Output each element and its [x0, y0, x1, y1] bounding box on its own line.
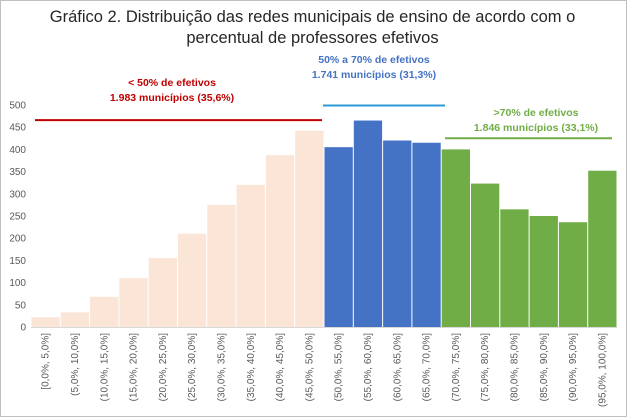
x-tick-label: (55,0%, 60,0%]: [363, 333, 374, 402]
bar: [588, 170, 617, 327]
chart-title: Gráfico 2. Distribuição das redes munici…: [0, 7, 625, 49]
x-tick-label: (30,0%, 35,0%]: [216, 333, 227, 402]
bar: [471, 183, 500, 327]
x-tick-label: (80,0%, 85,0%]: [509, 333, 520, 402]
x-tick-label: (60,0%, 65,0%]: [392, 333, 403, 402]
y-tick-label: 0: [20, 323, 26, 334]
x-tick-label: (20,0%, 25,0%]: [158, 333, 169, 402]
bar: [353, 120, 383, 327]
bar: [90, 296, 119, 327]
group-count-label: 1.846 municípios (33,1%): [474, 122, 598, 134]
y-tick-label: 400: [9, 145, 26, 156]
x-tick-label: (95,0%, 100,0%]: [597, 333, 608, 407]
chart-title-line-1: Gráfico 2. Distribuição das redes munici…: [49, 8, 576, 26]
bar: [236, 184, 265, 327]
y-tick-label: 350: [9, 167, 26, 178]
x-tick-label: (45,0%, 50,0%]: [304, 333, 315, 402]
group-label: < 50% de efetivos: [128, 77, 216, 89]
x-tick-label: (10,0%, 15,0%]: [99, 333, 110, 402]
x-tick-label: (15,0%, 20,0%]: [129, 333, 140, 402]
bar: [500, 209, 529, 327]
bar: [60, 312, 90, 327]
x-tick-label: (65,0%, 70,0%]: [422, 333, 433, 402]
x-tick-label: [0,0%, 5,0%]: [41, 333, 52, 390]
bar: [324, 147, 353, 327]
bar: [295, 130, 324, 327]
x-tick-label: (40,0%, 45,0%]: [275, 333, 286, 402]
y-tick-label: 450: [9, 123, 26, 134]
y-tick-label: 100: [9, 278, 26, 289]
x-tick-label: (50,0%, 55,0%]: [334, 333, 345, 402]
bar: [412, 142, 441, 327]
group-count-label: 1.741 municípios (31,3%): [312, 69, 436, 81]
group-label: >70% de efetivos: [494, 107, 579, 119]
x-tick-label: (25,0%, 30,0%]: [187, 333, 198, 402]
y-tick-label: 50: [15, 300, 27, 311]
bar: [529, 216, 558, 327]
chart-title-line-2: percentual de professores efetivos: [186, 29, 439, 47]
bar: [148, 258, 177, 327]
group-label: 50% a 70% de efetivos: [318, 54, 430, 66]
x-tick-label: (70,0%, 75,0%]: [451, 333, 462, 402]
bar: [558, 222, 588, 327]
y-tick-label: 250: [9, 212, 26, 223]
bar: [178, 233, 207, 327]
y-tick-label: 200: [9, 234, 26, 245]
x-tick-label: (35,0%, 40,0%]: [246, 333, 257, 402]
y-tick-label: 300: [9, 189, 26, 200]
x-tick-label: (5,0%, 10,0%]: [70, 333, 81, 396]
bar: [31, 317, 60, 327]
x-tick-label: (75,0%, 80,0%]: [480, 333, 491, 402]
group-count-label: 1.983 municípios (35,6%): [110, 92, 234, 104]
x-tick-label: (90,0%, 95,0%]: [568, 333, 579, 402]
bar: [383, 140, 412, 327]
y-tick-label: 500: [9, 101, 26, 112]
x-tick-label: (85,0%, 90,0%]: [539, 333, 550, 402]
bar: [441, 149, 470, 327]
bar: [207, 204, 236, 327]
bar: [119, 278, 148, 327]
bar: [265, 155, 295, 327]
y-tick-label: 150: [9, 256, 26, 267]
